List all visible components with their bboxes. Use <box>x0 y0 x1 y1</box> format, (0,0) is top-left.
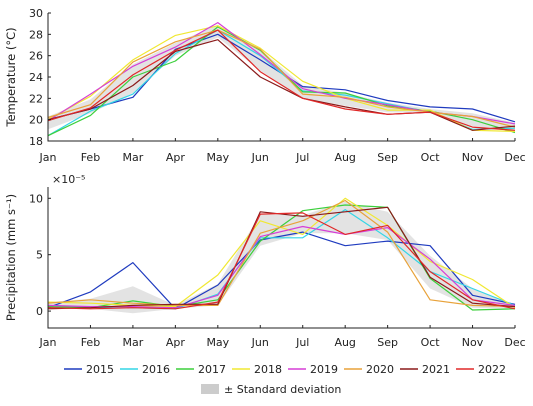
legend-label-std-deviation: ± Standard deviation <box>224 383 341 396</box>
std-deviation-band <box>48 24 515 132</box>
y-tick-label: 26 <box>29 50 43 63</box>
x-tick-label: Jan <box>39 151 57 164</box>
x-tick-label: Mar <box>123 336 144 349</box>
x-tick-label: Aug <box>334 151 355 164</box>
x-tick-label: Jan <box>39 336 57 349</box>
y-tick-label: 10 <box>29 192 43 205</box>
x-tick-label: Feb <box>81 151 100 164</box>
x-tick-label: Jul <box>295 336 309 349</box>
legend-label: 2020 <box>366 363 394 376</box>
legend-label: 2022 <box>478 363 506 376</box>
precipitation-panel: Jan Feb Mar Apr May Jun Jul Aug Sep Oct Nov Dec 0 5 10… <box>4 173 526 349</box>
y-tick-label: 28 <box>29 28 43 41</box>
x-tick-label: Nov <box>462 336 484 349</box>
x-tick-label: Oct <box>421 336 441 349</box>
y-scale-multiplier: ×10⁻⁵ <box>52 173 85 186</box>
x-tick-label: Apr <box>166 336 186 349</box>
series-line-2022 <box>47 29 516 131</box>
y-tick-label: 0 <box>36 305 43 318</box>
x-tick-label: Mar <box>123 151 144 164</box>
x-tick-label: Sep <box>377 151 398 164</box>
x-tick-label: Dec <box>504 151 525 164</box>
y-axis-label: Precipitation (mm s⁻¹) <box>4 194 18 321</box>
x-tick-label: Jun <box>251 151 269 164</box>
y-axis-label: Temperature (°C) <box>4 27 18 127</box>
series-line-2020 <box>47 199 516 308</box>
y-tick-label: 30 <box>29 7 43 20</box>
series-line-2022 <box>47 212 516 310</box>
x-tick-label: Jun <box>251 336 269 349</box>
x-tick-label: Aug <box>334 336 355 349</box>
x-tick-label: Sep <box>377 336 398 349</box>
y-tick-label: 20 <box>29 114 43 127</box>
y-tick-label: 24 <box>29 71 43 84</box>
x-tick-label: Feb <box>81 336 100 349</box>
legend-swatch-std-deviation <box>201 384 219 394</box>
x-tick-label: Dec <box>504 336 525 349</box>
y-tick-label: 5 <box>36 249 43 262</box>
legend-label: 2021 <box>422 363 450 376</box>
legend-label: 2016 <box>142 363 170 376</box>
x-tick-label: May <box>206 336 229 349</box>
y-tick-label: 18 <box>29 135 43 148</box>
legend: 2015 2016 2017 2018 2019 2020 2021 2022 ± Standa… <box>64 363 506 396</box>
legend-label: 2015 <box>86 363 114 376</box>
x-tick-label: Nov <box>462 151 484 164</box>
x-tick-label: May <box>206 151 229 164</box>
series-line-2019 <box>47 225 516 309</box>
x-tick-label: Oct <box>421 151 441 164</box>
x-tick-label: Apr <box>166 151 186 164</box>
x-tick-label: Jul <box>295 151 309 164</box>
y-tick-label: 22 <box>29 92 43 105</box>
std-deviation-band <box>48 201 515 314</box>
legend-label: 2017 <box>198 363 226 376</box>
legend-label: 2019 <box>310 363 338 376</box>
temperature-panel: Jan Feb Mar Apr May Jun Jul Aug Sep Oct Nov Dec 18 20… <box>4 7 526 164</box>
series-line-2020 <box>47 29 516 128</box>
legend-label: 2018 <box>254 363 282 376</box>
series-line-2015 <box>47 231 516 310</box>
